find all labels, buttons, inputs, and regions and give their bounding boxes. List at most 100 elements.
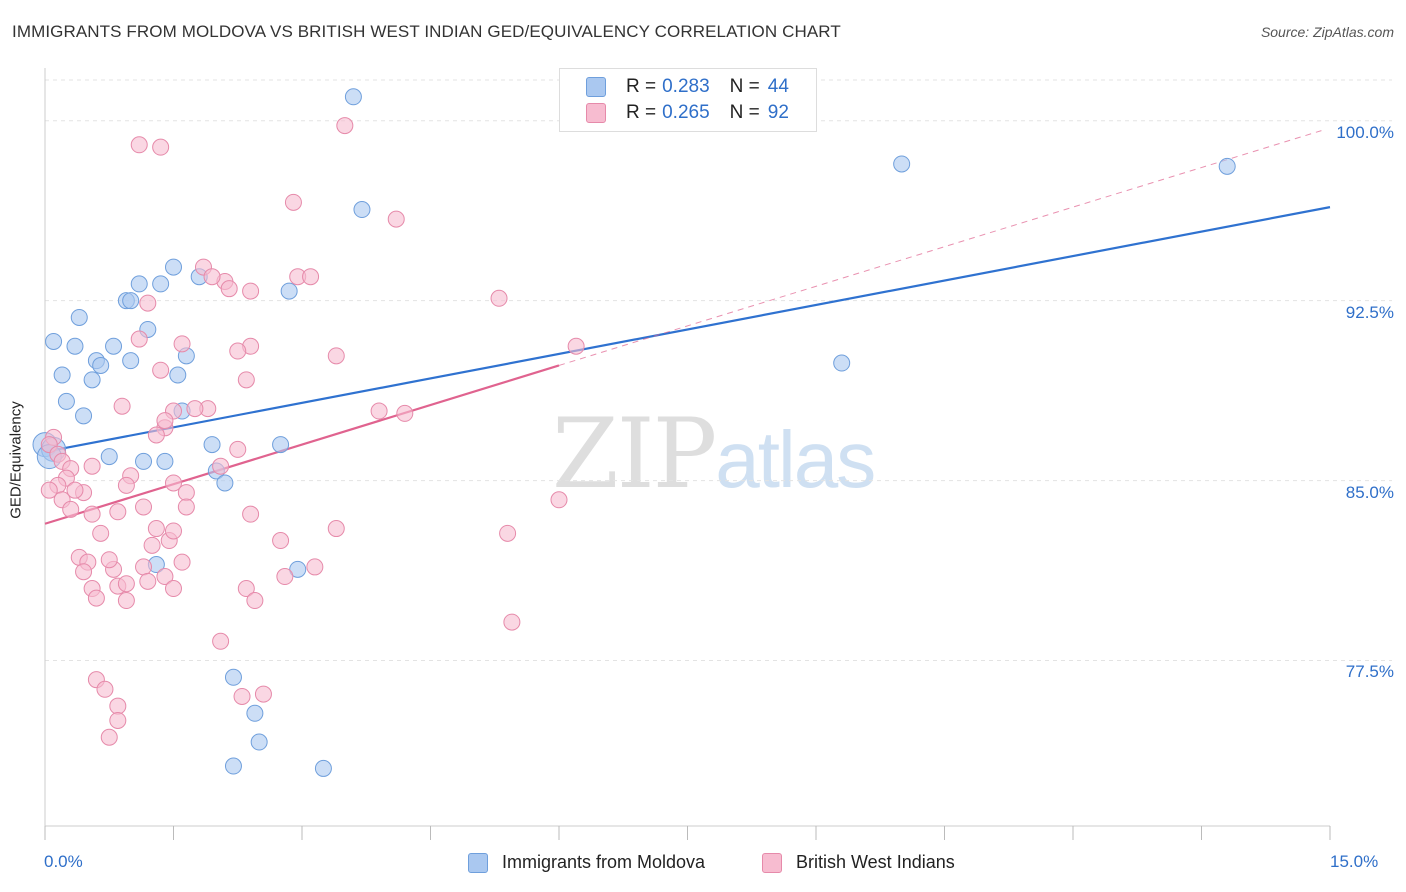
point-bwi [152, 361, 170, 379]
point-bwi [272, 532, 290, 550]
watermark-zip: ZIP [552, 398, 717, 510]
point-bwi [327, 520, 345, 538]
point-bwi [109, 697, 127, 715]
point-bwi [147, 426, 165, 444]
point-moldova [165, 258, 182, 276]
point-bwi [113, 397, 131, 415]
point-moldova [156, 452, 174, 470]
legend-swatch-moldova [468, 852, 488, 873]
point-bwi [66, 481, 84, 499]
point-bwi [135, 558, 153, 576]
point-bwi [165, 474, 182, 492]
point-bwi [203, 268, 221, 286]
point-bwi [242, 505, 260, 523]
point-bwi [387, 210, 405, 228]
legend-row-moldova: R = 0.283 N = 44 [586, 74, 789, 100]
point-bwi [83, 505, 101, 523]
point-bwi [143, 536, 161, 554]
point-moldova [57, 392, 75, 410]
legend-swatch-bwi [762, 852, 782, 873]
x-tick-label-max: 15.0% [1330, 852, 1379, 871]
point-moldova [122, 292, 140, 310]
point-bwi [92, 524, 110, 542]
point-bwi [220, 280, 238, 298]
point-bwi [284, 193, 302, 211]
point-bwi [306, 558, 324, 576]
point-moldova [105, 337, 123, 355]
legend-r-value: 0.283 [662, 76, 710, 97]
point-moldova [833, 354, 851, 372]
point-bwi [87, 589, 105, 607]
point-bwi [40, 481, 58, 499]
y-tick-label: 100.0% [1336, 122, 1394, 142]
series-legend: Immigrants from Moldova British West Ind… [0, 852, 1406, 878]
correlation-legend: R = 0.283 N = 44 R = 0.265 N = 92 [559, 68, 817, 132]
point-moldova [66, 337, 84, 355]
point-moldova [70, 308, 88, 326]
point-bwi [156, 568, 174, 586]
legend-n-label: N = [729, 76, 760, 97]
point-bwi [83, 457, 101, 475]
point-bwi [117, 592, 135, 610]
legend-r-label: R = [626, 102, 657, 123]
point-bwi [336, 117, 354, 135]
legend-label-bwi: British West Indians [796, 852, 955, 872]
point-bwi [503, 613, 521, 631]
point-bwi [186, 400, 204, 418]
legend-r-value: 0.265 [662, 102, 710, 123]
point-moldova [53, 366, 71, 384]
legend-n-value: 44 [767, 76, 789, 97]
legend-item-bwi[interactable]: British West Indians [762, 852, 955, 873]
point-bwi [177, 498, 195, 516]
point-moldova [75, 407, 93, 425]
point-moldova [1218, 157, 1236, 175]
point-moldova [130, 275, 148, 293]
trend-line-bwi [44, 364, 560, 525]
point-moldova [92, 356, 110, 374]
point-bwi [550, 491, 568, 509]
point-bwi [152, 138, 170, 156]
legend-row-bwi: R = 0.265 N = 92 [586, 100, 789, 126]
point-bwi [165, 580, 182, 598]
point-bwi [246, 592, 264, 610]
point-bwi [75, 563, 93, 581]
point-bwi [237, 580, 255, 598]
trend-line-moldova [44, 206, 1331, 453]
point-bwi [117, 476, 135, 494]
point-moldova [152, 275, 170, 293]
point-bwi [212, 457, 230, 475]
legend-swatch-moldova [586, 77, 606, 97]
point-moldova [353, 201, 371, 219]
trend-lines [44, 130, 1331, 525]
y-tick-label: 85.0% [1345, 482, 1394, 502]
point-bwi [117, 575, 135, 593]
point-moldova [203, 436, 221, 454]
point-bwi [173, 553, 191, 571]
legend-r-label: R = [626, 76, 657, 97]
point-bwi [567, 337, 585, 355]
point-moldova [216, 474, 234, 492]
y-tick-label: 77.5% [1345, 662, 1394, 682]
point-moldova [135, 452, 153, 470]
point-bwi [165, 522, 182, 540]
point-moldova [280, 282, 298, 300]
point-moldova [250, 733, 268, 751]
point-bwi [100, 728, 118, 746]
legend-item-moldova[interactable]: Immigrants from Moldova [468, 852, 705, 873]
chart-title: IMMIGRANTS FROM MOLDOVA VS BRITISH WEST … [12, 22, 841, 41]
point-bwi [212, 632, 230, 650]
watermark: ZIPatlas [552, 398, 876, 510]
point-moldova [314, 759, 332, 777]
legend-n-value: 92 [767, 102, 789, 123]
point-moldova [224, 757, 242, 775]
point-moldova [224, 668, 242, 686]
point-bwi [139, 572, 157, 590]
point-bwi [327, 347, 345, 365]
point-bwi [62, 500, 80, 518]
point-moldova [169, 366, 187, 384]
point-bwi [173, 335, 191, 353]
legend-n-label: N = [729, 102, 760, 123]
point-bwi [109, 711, 127, 729]
legend-label-moldova: Immigrants from Moldova [502, 852, 706, 872]
point-bwi [490, 289, 508, 307]
